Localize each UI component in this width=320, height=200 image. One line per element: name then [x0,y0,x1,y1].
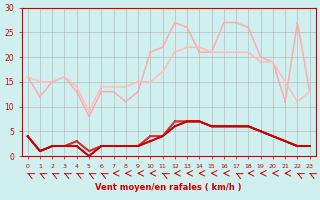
X-axis label: Vent moyen/en rafales ( km/h ): Vent moyen/en rafales ( km/h ) [95,183,242,192]
